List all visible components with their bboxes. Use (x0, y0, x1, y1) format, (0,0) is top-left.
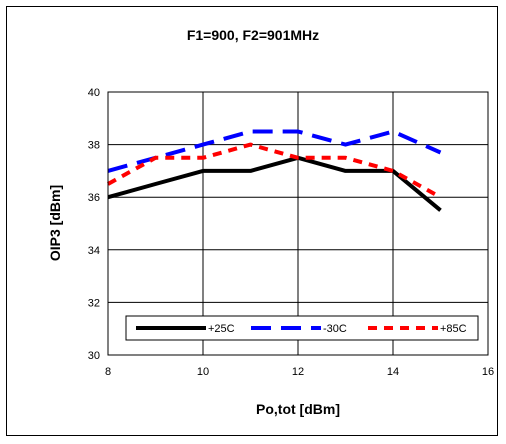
chart-title: F1=900, F2=901MHz (187, 27, 319, 43)
y-tick-label: 38 (88, 140, 100, 152)
x-tick-label: 16 (482, 366, 494, 378)
x-tick-label: 8 (105, 366, 111, 378)
series-line-0 (107, 155, 442, 212)
series-line-1 (107, 129, 442, 173)
legend-label-0: +25C (208, 323, 235, 335)
x-tick-label: 14 (387, 366, 399, 378)
y-axis-label: OIP3 [dBm] (47, 185, 63, 261)
series-layer (107, 129, 442, 212)
y-tick-label: 34 (88, 245, 100, 257)
y-tick-label: 40 (88, 87, 100, 99)
legend-label-2: +85C (440, 323, 467, 335)
chart-frame (6, 6, 498, 436)
x-tick-label: 12 (292, 366, 304, 378)
plot-area-border (107, 91, 489, 356)
y-tick-label: 30 (88, 350, 100, 362)
x-tick-labels: 8 10 12 14 16 (105, 366, 494, 378)
legend: +25C -30C +85C (125, 315, 479, 341)
y-tick-label: 32 (88, 297, 100, 309)
x-axis-label: Po,tot [dBm] (256, 401, 340, 417)
y-tick-label: 36 (88, 192, 100, 204)
series-line-2 (107, 142, 442, 199)
legend-label-1: -30C (323, 323, 347, 335)
x-tick-label: 10 (197, 366, 209, 378)
y-tick-labels: 30 32 34 36 38 40 (88, 87, 100, 362)
